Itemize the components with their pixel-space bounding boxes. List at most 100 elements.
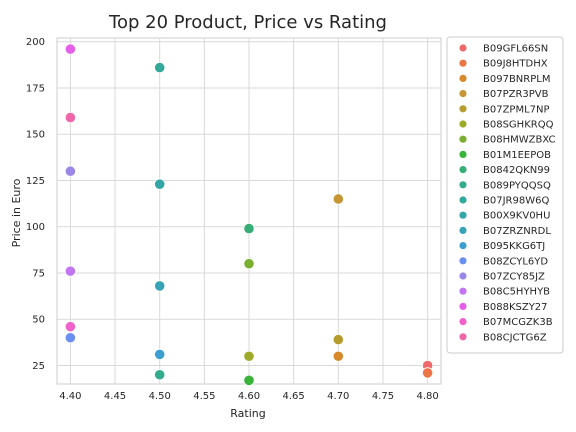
- data-point: [243, 222, 255, 235]
- legend-marker: [459, 90, 467, 98]
- legend-item: B095KKG6TJ: [459, 241, 545, 252]
- legend-item: B097BNRPLM: [459, 74, 550, 85]
- x-axis-ticks: 4.40 4.45 4.50 4.55 4.60 4.65 4.70 4.75 4.80: [59, 391, 438, 402]
- data-point: [154, 178, 166, 190]
- data-point: [64, 165, 76, 177]
- legend-marker: [459, 74, 467, 82]
- y-tick-label: 25: [32, 361, 45, 372]
- legend-label: B01M1EEPOB: [483, 150, 551, 161]
- legend-label: B09J8HTDHX: [483, 59, 548, 70]
- legend-marker: [459, 105, 467, 113]
- x-axis-label: Rating: [230, 407, 265, 420]
- legend-label: B08SGHKRQQ: [483, 120, 554, 131]
- legend-label: B07PZR3PVB: [483, 89, 549, 100]
- y-axis-label: Price in Euro: [10, 178, 23, 247]
- legend-marker: [459, 333, 467, 341]
- data-point: [243, 350, 255, 362]
- legend-marker: [459, 196, 467, 204]
- legend-item: B08ZCYL6YD: [459, 256, 548, 267]
- legend-marker: [459, 211, 467, 219]
- data-point: [243, 258, 255, 270]
- x-tick-label: 4.45: [104, 391, 126, 402]
- legend-marker: [459, 181, 467, 189]
- x-tick-label: 4.80: [416, 391, 438, 402]
- legend-item: B09J8HTDHX: [459, 59, 548, 70]
- data-point: [64, 265, 76, 277]
- legend-label: B08ZCYL6YD: [483, 256, 548, 267]
- legend-item: B07MCGZK3B: [459, 317, 553, 328]
- x-tick-label: 4.70: [327, 391, 349, 402]
- legend-marker: [459, 135, 467, 143]
- legend-item: B09GFL66SN: [459, 44, 548, 55]
- legend-item: B01M1EEPOB: [459, 150, 551, 161]
- legend-marker: [459, 242, 467, 250]
- data-point: [154, 62, 166, 74]
- grid: [57, 38, 441, 384]
- data-point: [154, 280, 166, 292]
- data-point: [64, 332, 76, 344]
- legend-item: B0842QKN99: [459, 165, 550, 176]
- legend-label: B08CJCTG6Z: [483, 332, 547, 343]
- legend-marker: [459, 150, 467, 158]
- legend: B09GFL66SN B09J8HTDHX B097BNRPLM B07PZR3PVB…: [446, 36, 564, 354]
- legend-marker: [459, 59, 467, 67]
- legend-marker: [459, 287, 467, 295]
- legend-item: B08C5HYHYB: [459, 287, 550, 298]
- data-point: [243, 374, 255, 386]
- legend-label: B07ZCY85JZ: [483, 272, 545, 283]
- x-tick-label: 4.65: [283, 391, 305, 402]
- legend-label: B08C5HYHYB: [483, 287, 550, 298]
- y-tick-label: 50: [32, 315, 45, 326]
- legend-marker: [459, 44, 467, 52]
- legend-label: B095KKG6TJ: [483, 241, 545, 252]
- legend-label: B088KSZY27: [483, 302, 548, 313]
- legend-marker: [459, 226, 467, 234]
- legend-marker: [459, 120, 467, 128]
- legend-label: B089PYQQSQ: [483, 180, 551, 191]
- data-point: [332, 193, 344, 205]
- legend-item: B07ZCY85JZ: [459, 272, 545, 283]
- legend-marker: [459, 302, 467, 310]
- legend-label: B07ZRZNRDL: [483, 226, 551, 237]
- legend-label: B0842QKN99: [483, 165, 550, 176]
- data-point: [422, 367, 434, 379]
- data-point: [64, 321, 76, 333]
- legend-label: B00X9KV0HU: [483, 211, 550, 222]
- y-tick-label: 150: [26, 130, 45, 141]
- plot-area: 4.40 4.45 4.50 4.55 4.60 4.65 4.70 4.75 4.80 25 5…: [26, 37, 442, 402]
- y-axis-ticks: 25 50 75 100 125 150 175 200: [26, 37, 45, 372]
- legend-item: B07PZR3PVB: [459, 89, 549, 100]
- legend-label: B07JR98W6Q: [483, 196, 549, 207]
- data-point: [332, 350, 344, 362]
- data-point: [154, 348, 166, 360]
- legend-item: B07ZPML7NP: [459, 104, 550, 115]
- data-point: [64, 111, 76, 124]
- legend-item: B00X9KV0HU: [459, 211, 550, 222]
- legend-item: B07JR98W6Q: [459, 196, 549, 207]
- y-tick-label: 100: [26, 222, 45, 233]
- x-tick-label: 4.60: [238, 391, 260, 402]
- legend-item: B07ZRZNRDL: [459, 226, 551, 237]
- legend-label: B08HMWZBXC: [483, 135, 555, 146]
- legend-label: B07MCGZK3B: [483, 317, 553, 328]
- legend-marker: [459, 257, 467, 265]
- legend-label: B07ZPML7NP: [483, 104, 550, 115]
- legend-item: B08CJCTG6Z: [459, 332, 547, 343]
- legend-marker: [459, 318, 467, 326]
- legend-frame: [446, 36, 564, 354]
- legend-item: B089PYQQSQ: [459, 180, 551, 191]
- legend-label: B097BNRPLM: [483, 74, 550, 85]
- x-tick-label: 4.55: [193, 391, 215, 402]
- data-point: [332, 333, 344, 346]
- data-point: [154, 369, 166, 381]
- legend-marker: [459, 272, 467, 280]
- legend-item: B08SGHKRQQ: [459, 120, 554, 131]
- legend-marker: [459, 166, 467, 174]
- legend-label: B09GFL66SN: [483, 44, 548, 55]
- legend-item: B08HMWZBXC: [459, 135, 555, 146]
- legend-item: B088KSZY27: [459, 302, 548, 313]
- data-points: [64, 43, 434, 386]
- chart-title: Top 20 Product, Price vs Rating: [108, 12, 387, 33]
- y-tick-label: 75: [32, 268, 45, 279]
